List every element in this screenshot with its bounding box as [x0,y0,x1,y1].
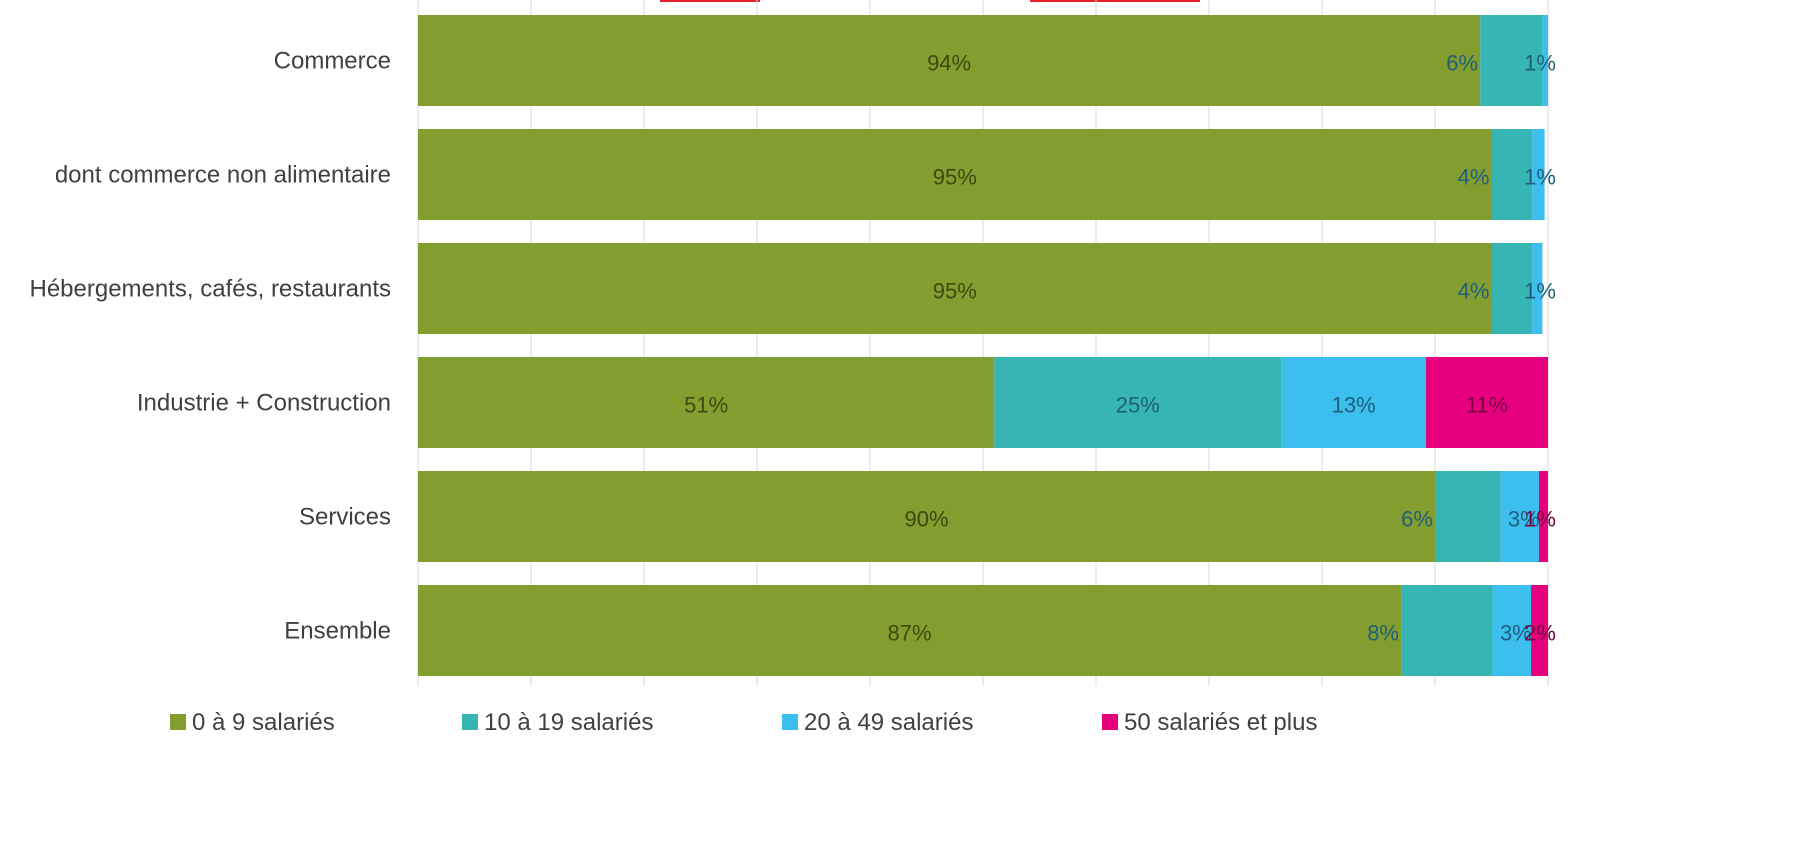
bar-segment [1425,357,1548,448]
category-label: Ensemble [284,618,391,645]
legend-swatch [1102,714,1118,730]
legend-label: 10 à 19 salariés [484,709,653,736]
data-label: 11% [1466,393,1508,418]
legend-label: 20 à 49 salariés [804,709,973,736]
bar-segment [994,357,1282,448]
bar-segment [1500,471,1539,562]
category-label: Services [299,504,391,531]
category-labels: Commerce dont commerce non alimentaire Héb… [29,48,391,645]
legend-swatch [462,714,478,730]
bar-segment [418,129,1492,220]
bar-segment [1532,129,1545,220]
category-label: Industrie + Construction [137,390,391,417]
data-label: 1% [1524,165,1556,190]
category-label: Commerce [274,48,391,75]
bar-segment [418,585,1402,676]
data-label: 8% [1367,621,1399,646]
bar-segment [1491,129,1533,220]
data-label: 3% [1500,621,1532,646]
data-label: 6% [1401,507,1433,532]
data-label: 1% [1524,279,1556,304]
bar-segment [418,243,1492,334]
legend-label: 0 à 9 salariés [192,709,335,736]
data-label: 4% [1458,165,1490,190]
legend-label: 50 salariés et plus [1124,709,1317,736]
legend-swatch [170,714,186,730]
data-label: 25% [1116,393,1160,418]
data-label: 87% [888,621,932,646]
bar-segment [1491,243,1533,334]
bar-segment [1435,471,1501,562]
data-label: 90% [904,507,948,532]
bar-segment [1492,585,1532,676]
data-label: 51% [684,393,728,418]
data-label: 3% [1508,507,1540,532]
data-label: 6% [1446,51,1478,76]
data-label: 2% [1524,621,1556,646]
data-label: 95% [933,279,977,304]
legend-swatch [782,714,798,730]
data-label: 94% [927,51,971,76]
bar-segment [1281,357,1426,448]
category-label: Hébergements, cafés, restaurants [29,276,391,303]
bar-segment [1542,15,1548,106]
bar-segment [1538,471,1548,562]
legend: 0 à 9 salariés 10 à 19 salariés 20 à 49 sa… [170,709,1317,736]
data-label: 1% [1524,51,1556,76]
bar-segment [1531,585,1548,676]
bar-segment [1532,243,1543,334]
bar-segment [1480,15,1543,106]
data-label: 95% [933,165,977,190]
gridlines [417,0,1549,686]
data-label: 4% [1458,279,1490,304]
category-label: dont commerce non alimentaire [55,162,391,189]
data-label: 13% [1332,393,1376,418]
data-label: 1% [1524,507,1556,532]
bar-segment [418,15,1481,106]
bar-segment [418,357,995,448]
bars [418,15,1548,676]
bar-segment [418,471,1435,562]
bar-segment [1401,585,1493,676]
data-labels: 94% 6% 1% 95% 4% 1% 95% 4% 1% 51% 25% 13% 11% 90% 6% 3%… [684,51,1556,646]
